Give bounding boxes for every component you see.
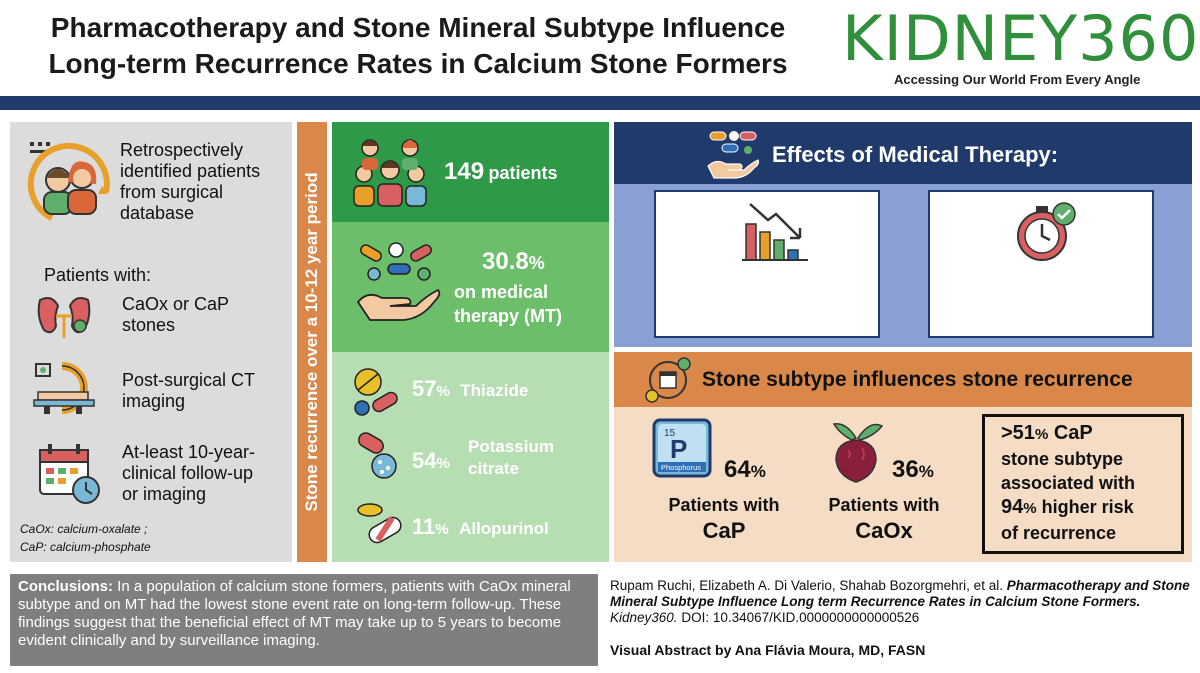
header-divider <box>0 96 1200 110</box>
patients-count-box: 149 patients <box>332 122 609 222</box>
visual-abstract-credit: Visual Abstract by Ana Flávia Moura, MD,… <box>610 642 926 658</box>
patients-count: 149 patients <box>444 158 558 185</box>
beet-icon <box>832 423 884 483</box>
methods-panel: Retrospectively identified patients from… <box>10 122 292 562</box>
citation-journal: Kidney360. <box>610 610 678 625</box>
citation: Rupam Ruchi, Elizabeth A. Di Valerio, Sh… <box>610 578 1190 626</box>
years-evident-box: Up to 5 years to be evident <box>928 190 1154 338</box>
kidney360-logo: KIDNEY360® Accessing Our World From Ever… <box>842 6 1200 90</box>
page-title: Pharmacotherapy and Stone Mineral Subtyp… <box>18 10 818 82</box>
potassium-citrate-pct: 54% <box>412 448 450 473</box>
conclusions-text: In a population of calcium stone formers… <box>18 578 571 649</box>
cap-percentage: 64% <box>724 456 766 483</box>
stone-subtype-panel: Stone subtype influences stone recurrenc… <box>614 352 1192 562</box>
people-group-icon <box>353 139 427 207</box>
abbreviation-cap: CaP: calcium-phosphate <box>20 540 151 554</box>
lower-risk-text: 56.4% lower risk of stone recurrence <box>682 275 852 320</box>
effects-panel: Effects of Medical Therapy: 56.4% lower … <box>614 122 1192 347</box>
calendar-coin-icon <box>645 357 691 403</box>
phosphorus-atomic-number: 15 <box>664 428 676 439</box>
citation-title: Pharmacotherapy and Stone Mineral Subtyp… <box>610 578 1190 609</box>
potassium-citrate-label: Potassium citrate <box>468 437 554 478</box>
effects-title: Effects of Medical Therapy: <box>772 142 1059 167</box>
mt-label: on medical therapy (MT) <box>454 282 562 326</box>
years-evident-text: Up to 5 years to be evident <box>983 282 1099 325</box>
ct-scan-icon <box>33 362 95 414</box>
citation-doi: DOI: 10.34067/KID.0000000000000526 <box>677 610 920 625</box>
conclusions-label: Conclusions: <box>18 578 114 595</box>
calendar-clock-icon <box>39 444 100 504</box>
logo-text: KIDNEY360 <box>842 2 1200 75</box>
title-line-1: Pharmacotherapy and Stone Mineral Subtyp… <box>50 12 786 43</box>
stone-subtype-header: Stone subtype influences stone recurrenc… <box>614 352 1192 407</box>
thiazide-stat: 57% Thiazide <box>412 376 529 401</box>
potassium-citrate-pill-icon <box>358 432 397 479</box>
item-stones-text: CaOx or CaP stones <box>122 294 230 335</box>
period-strip: Stone recurrence over a 10-12 year perio… <box>297 122 327 562</box>
conclusions-box: Conclusions: In a population of calcium … <box>10 574 598 666</box>
lower-risk-box: 56.4% lower risk of stone recurrence <box>654 190 880 338</box>
pills-hand-icon <box>707 131 760 179</box>
phosphorus-name: Phosphorus <box>661 463 701 472</box>
caox-percentage: 36% <box>892 456 934 483</box>
patients-database-icon <box>27 142 110 221</box>
phosphorus-element-icon: 15 P Phosphorus <box>652 418 712 478</box>
title-line-2: Long-term Recurrence Rates in Calcium St… <box>48 48 788 79</box>
medical-therapy-box: 30.8% on medical therapy (MT) <box>332 222 609 352</box>
cap-label: Patients with CaP <box>668 495 780 543</box>
clock-check-icon <box>1017 202 1076 261</box>
citation-authors: Rupam Ruchi, Elizabeth A. Di Valerio, Sh… <box>610 578 1007 593</box>
pills-hand-icon <box>356 242 441 321</box>
item-ct-text: Post-surgical CT imaging <box>122 370 256 411</box>
patients-with-heading: Patients with: <box>44 265 152 285</box>
declining-bar-chart-icon <box>742 203 808 261</box>
effects-header: Effects of Medical Therapy: <box>614 122 1192 184</box>
intro-text: Retrospectively identified patients from… <box>120 140 261 223</box>
caox-label: Patients with CaOx <box>828 495 940 543</box>
kidney-icon <box>37 297 91 338</box>
medications-box: 57% Thiazide 54% Potassium citrate 11% A… <box>332 352 609 562</box>
phosphorus-symbol: P <box>670 434 687 464</box>
logo-tagline: Accessing Our World From Every Angle <box>894 72 1141 87</box>
thiazide-pill-icon <box>354 368 398 416</box>
allopurinol-stat: 11% Allopurinol <box>412 514 549 539</box>
item-followup-text: At-least 10-year- clinical follow-up or … <box>122 442 256 504</box>
stone-subtype-title: Stone subtype influences stone recurrenc… <box>702 368 1133 391</box>
period-strip-text: Stone recurrence over a 10-12 year perio… <box>302 172 321 512</box>
allopurinol-pill-icon <box>357 503 402 544</box>
mt-percentage: 30.8% <box>482 248 545 275</box>
cap-risk-box: >51% CaP stone subtype associated with 9… <box>982 414 1184 554</box>
cap-risk-text: >51% CaP stone subtype associated with 9… <box>1001 422 1136 543</box>
abbreviation-caox: CaOx: calcium-oxalate ; <box>20 522 148 536</box>
